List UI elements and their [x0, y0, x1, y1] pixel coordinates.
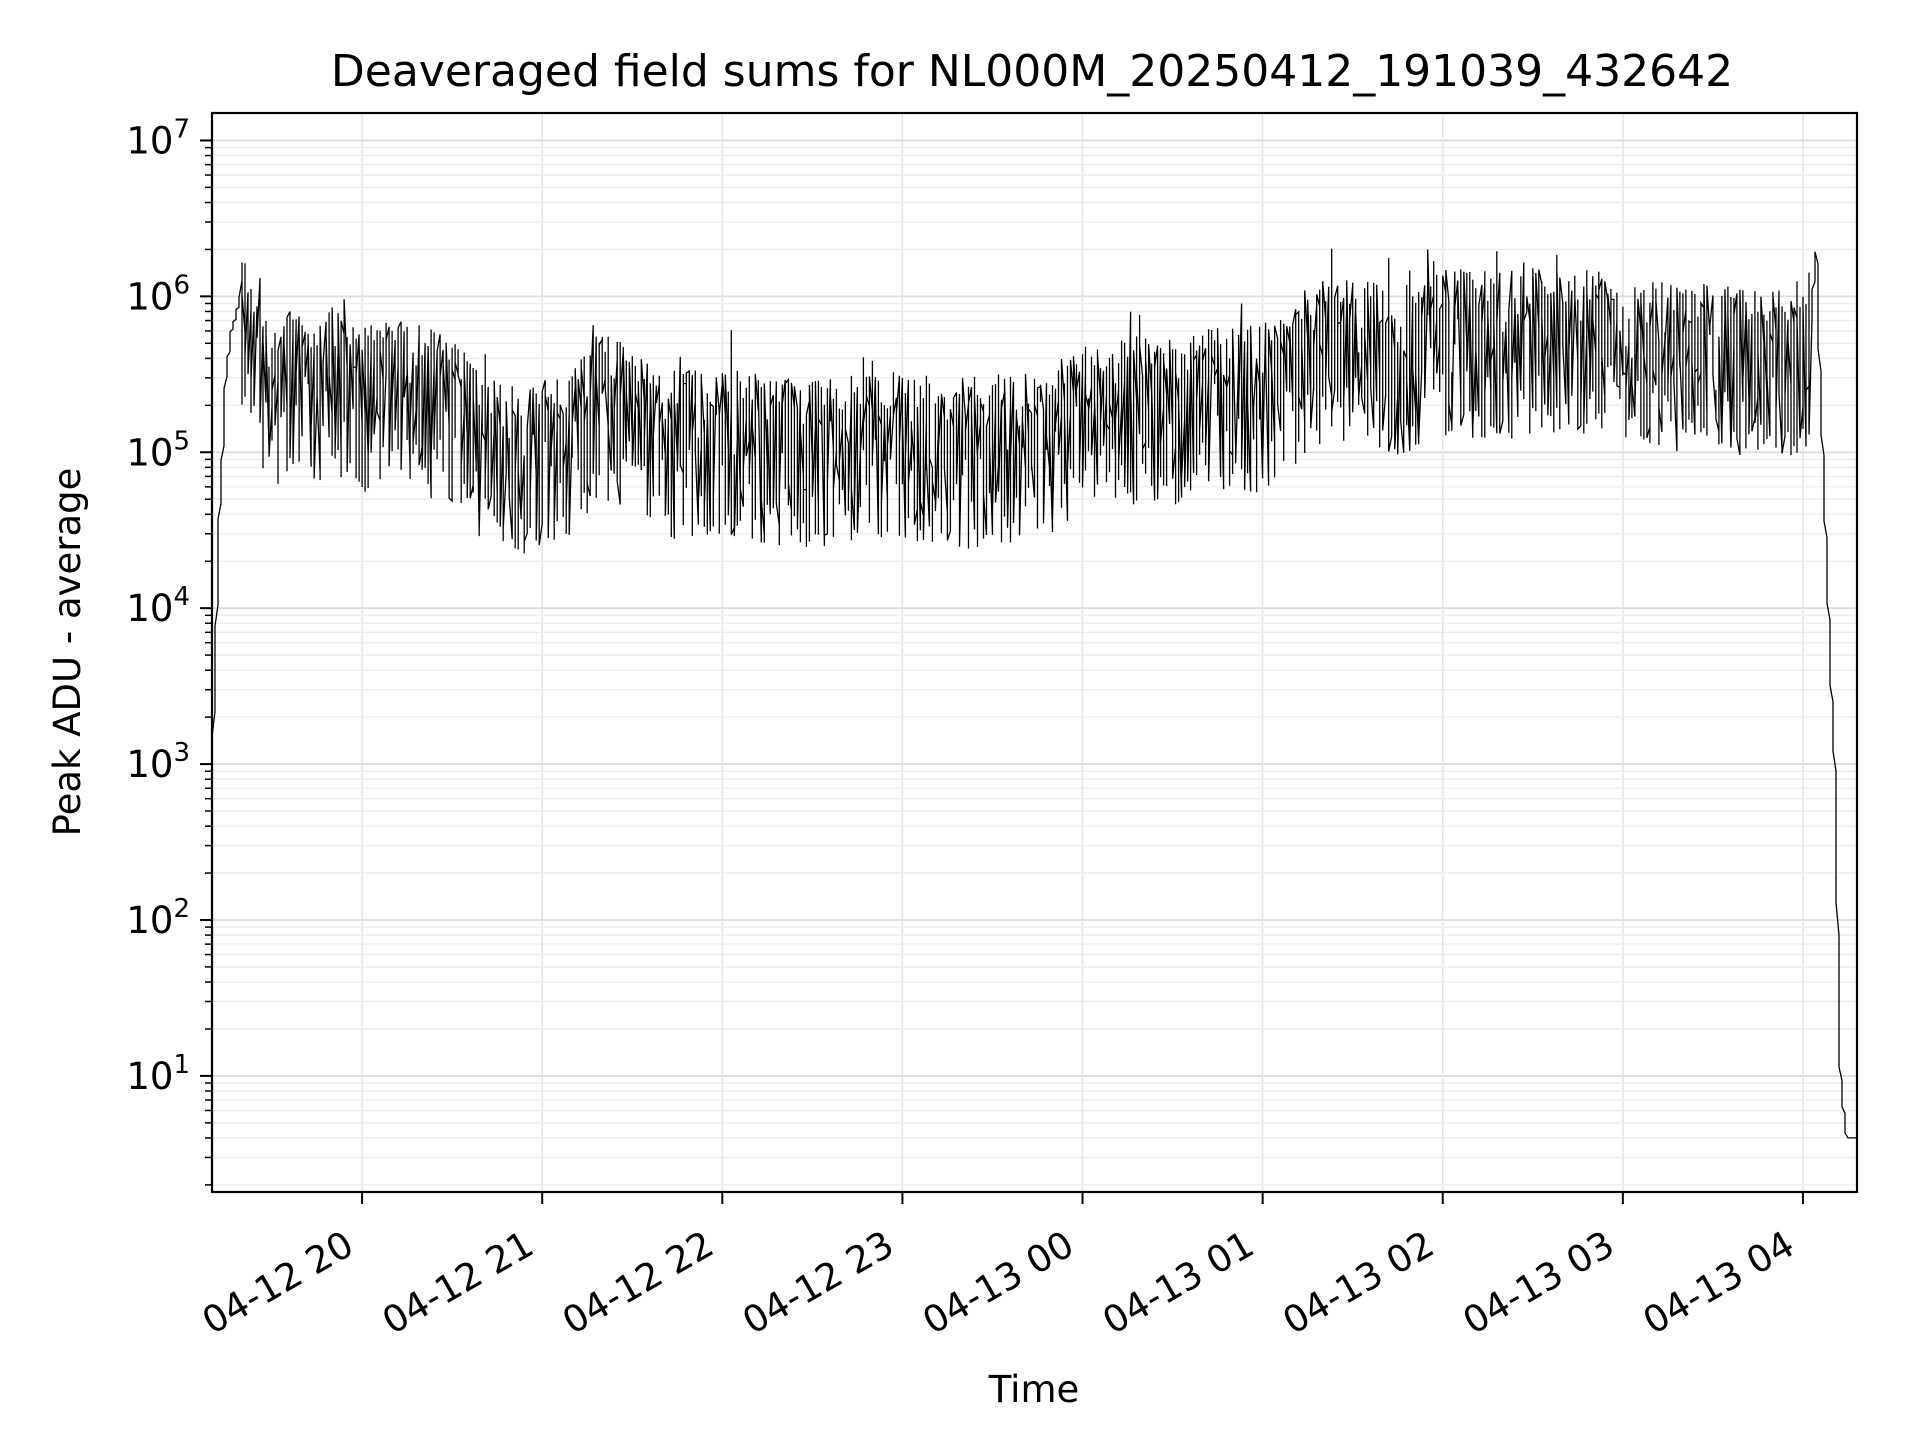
y-tick-label: 105: [126, 426, 190, 474]
plot-frame: [210, 111, 1859, 1194]
y-tick-label: 107: [126, 114, 190, 162]
series-layer: [211, 248, 1857, 1139]
grid: [212, 113, 1857, 1192]
y-tick-label: 104: [126, 582, 190, 630]
chart-title: Deaveraged field sums for NL000M_2025041…: [331, 46, 1733, 97]
y-axis-label: Peak ADU - average: [46, 468, 89, 837]
y-tick-label: 103: [126, 738, 190, 786]
y-tick-label: 102: [126, 894, 190, 942]
y-tick-label: 106: [126, 270, 190, 318]
x-axis-label: Time: [988, 1368, 1080, 1411]
y-tick-label: 101: [126, 1050, 190, 1098]
series-line: [211, 248, 1857, 1139]
